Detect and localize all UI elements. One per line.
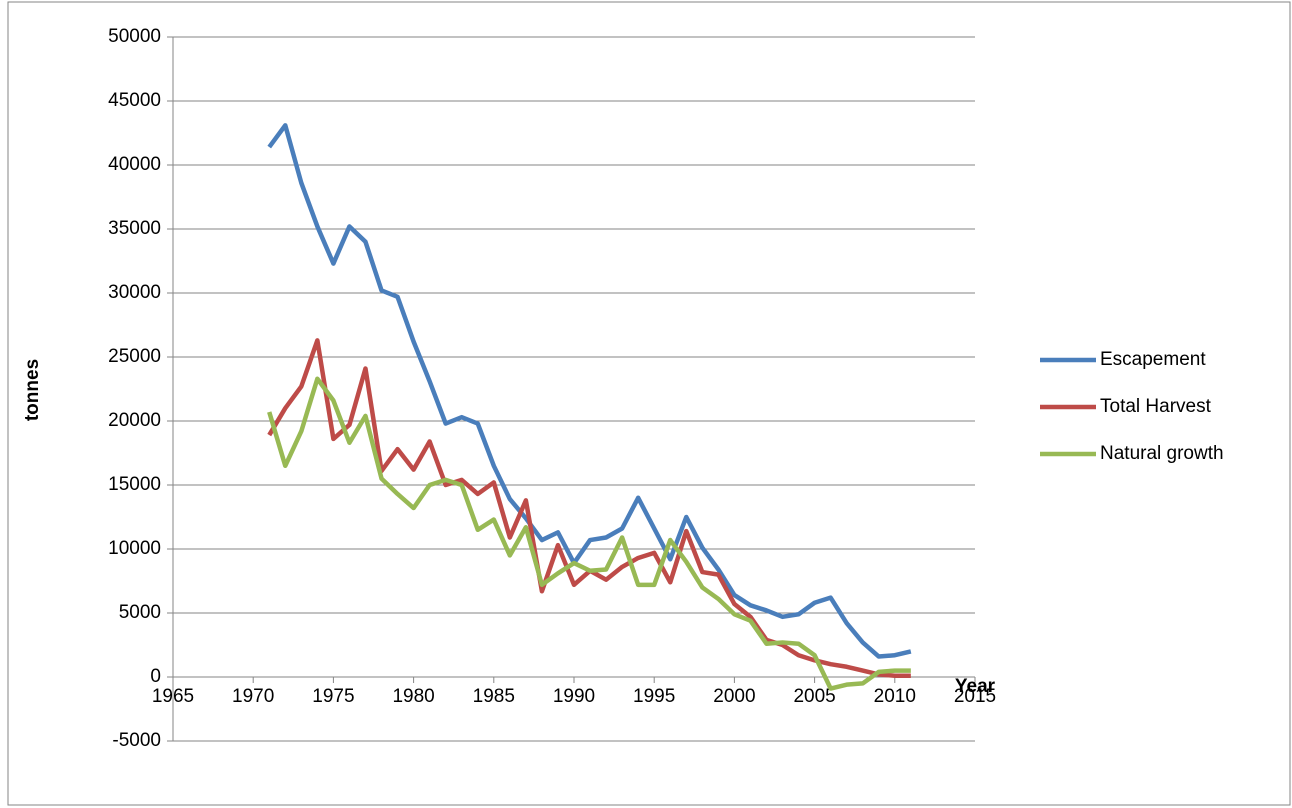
x-tick-label: 2000 [713, 686, 755, 707]
y-axis-label: tonnes [22, 359, 43, 421]
y-tick-label: 20000 [108, 410, 161, 431]
x-tick-label: 1970 [232, 686, 274, 707]
legend-label: Escapement [1100, 349, 1206, 370]
x-tick-label: 1965 [152, 686, 194, 707]
x-tick-label: 1975 [312, 686, 354, 707]
x-tick-label: 2015 [954, 686, 996, 707]
x-tick-label: 1990 [553, 686, 595, 707]
y-tick-label: 45000 [108, 90, 161, 111]
x-tick-label: 1985 [473, 686, 515, 707]
x-axis-label: Year [955, 676, 996, 697]
y-tick-label: 10000 [108, 538, 161, 559]
legend-label: Total Harvest [1100, 396, 1212, 417]
data-line [267, 376, 911, 691]
y-tick-label: 30000 [108, 282, 161, 303]
y-tick-label: 40000 [108, 154, 161, 175]
chart-border [7, 1, 1291, 806]
x-tick-label: 2010 [874, 686, 916, 707]
x-tick-label: 1995 [633, 686, 675, 707]
y-tick-label: 25000 [108, 346, 161, 367]
y-tick-label: 5000 [119, 602, 161, 623]
data-line [267, 123, 912, 659]
y-tick-label: 35000 [108, 218, 161, 239]
x-tick-label: 1980 [392, 686, 434, 707]
y-tick-label: 50000 [108, 26, 161, 47]
y-tick-label: 0 [150, 666, 161, 687]
x-tick-label: 2005 [793, 686, 835, 707]
legend-label: Natural growth [1100, 443, 1224, 464]
y-tick-label: -5000 [112, 730, 161, 751]
y-tick-label: 15000 [108, 474, 161, 495]
